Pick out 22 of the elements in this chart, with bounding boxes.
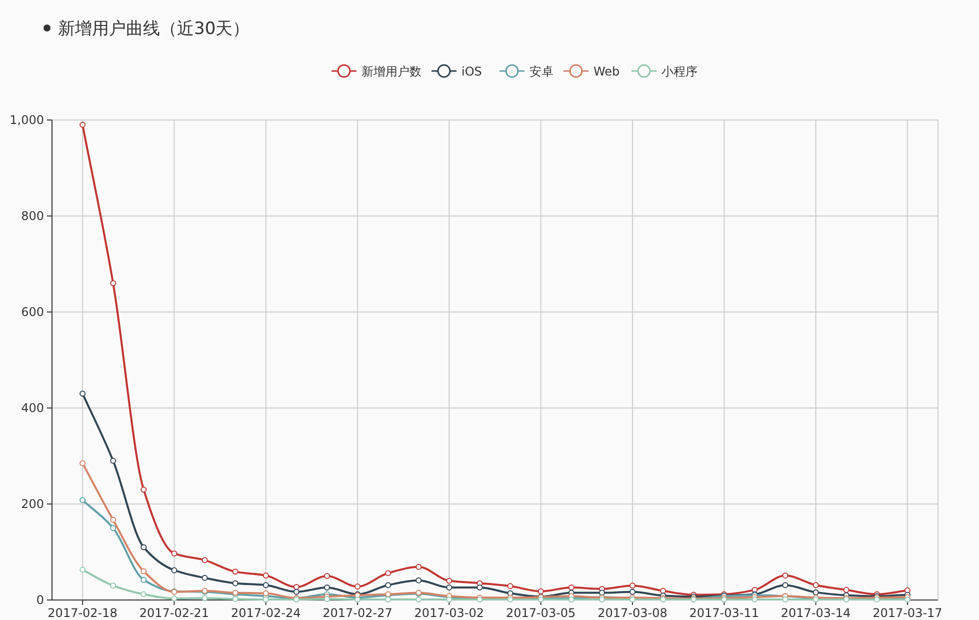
legend-label: Web — [594, 64, 620, 78]
y-tick-label: 0 — [36, 593, 44, 607]
chart-title: 新增用户曲线（近30天） — [58, 19, 250, 39]
x-tick-label: 2017-02-21 — [139, 606, 210, 620]
y-tick-label: 400 — [21, 401, 44, 415]
y-tick-label: 800 — [21, 209, 44, 223]
x-tick-label: 2017-03-14 — [780, 606, 851, 620]
x-tick-label: 2017-02-24 — [230, 606, 301, 620]
legend-label: iOS — [462, 64, 482, 78]
x-tick-label: 2017-03-17 — [872, 606, 942, 620]
legend-label: 新增用户数 — [362, 64, 422, 78]
x-tick-label: 2017-02-27 — [322, 606, 392, 620]
y-tick-label: 600 — [21, 305, 44, 319]
x-tick-label: 2017-03-02 — [414, 606, 484, 620]
y-tick-label: 1,000 — [10, 113, 44, 127]
legend-label: 小程序 — [662, 64, 698, 78]
x-tick-label: 2017-03-08 — [598, 606, 668, 620]
legend-label: 安卓 — [530, 64, 554, 78]
x-tick-label: 2017-03-05 — [506, 606, 576, 620]
x-tick-label: 2017-02-18 — [48, 606, 118, 620]
x-tick-label: 2017-03-11 — [689, 606, 760, 620]
y-tick-label: 200 — [21, 497, 44, 511]
